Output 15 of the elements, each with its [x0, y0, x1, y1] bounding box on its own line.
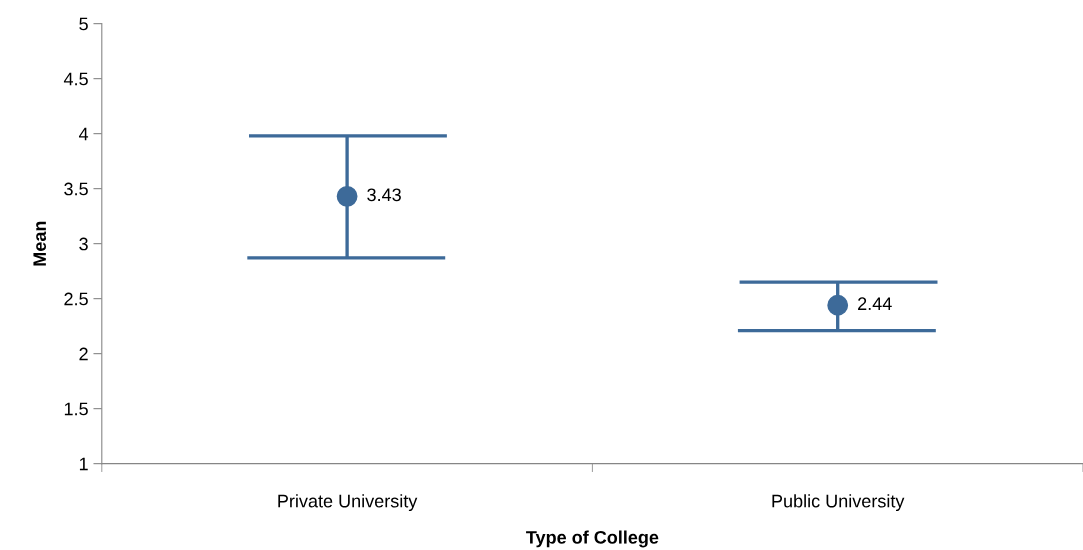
y-tick-label: 1	[79, 457, 88, 471]
y-tick-label: 2	[79, 347, 88, 361]
y-tick-label: 4.5	[63, 72, 88, 86]
y-tick-label: 3	[79, 237, 88, 251]
y-tick-label: 3.5	[64, 182, 88, 196]
x-tick-label: Public University	[772, 494, 905, 512]
y-tick-label: 2.5	[64, 292, 88, 306]
x-axis-title: Type of College	[526, 530, 659, 548]
y-tick-label: 5	[79, 17, 88, 31]
data-label: 3.43	[367, 188, 401, 202]
y-axis-title: Mean	[33, 221, 47, 266]
data-label: 2.44	[858, 297, 892, 310]
y-tick-label: 4	[78, 127, 89, 141]
x-tick-label: Private University	[278, 494, 418, 512]
y-tick-label: 1.5	[64, 402, 88, 416]
